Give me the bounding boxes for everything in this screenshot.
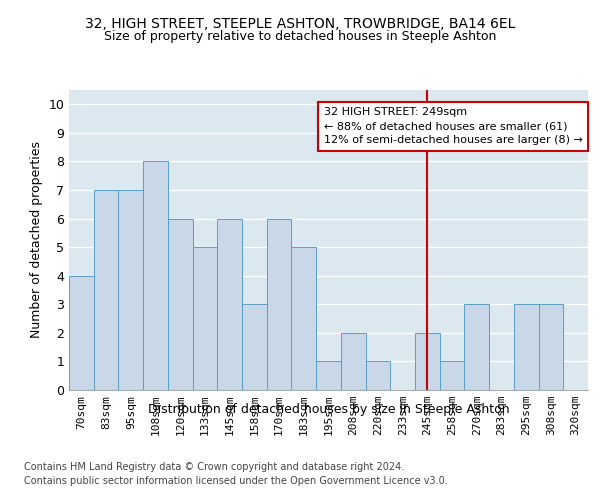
- Bar: [365, 362, 390, 390]
- Y-axis label: Number of detached properties: Number of detached properties: [30, 142, 43, 338]
- Bar: [193, 247, 217, 390]
- Bar: [242, 304, 267, 390]
- Bar: [440, 362, 464, 390]
- Bar: [143, 162, 168, 390]
- Text: Distribution of detached houses by size in Steeple Ashton: Distribution of detached houses by size …: [148, 402, 509, 415]
- Bar: [415, 333, 440, 390]
- Bar: [539, 304, 563, 390]
- Bar: [118, 190, 143, 390]
- Bar: [168, 218, 193, 390]
- Text: 32, HIGH STREET, STEEPLE ASHTON, TROWBRIDGE, BA14 6EL: 32, HIGH STREET, STEEPLE ASHTON, TROWBRI…: [85, 18, 515, 32]
- Bar: [267, 218, 292, 390]
- Text: Contains HM Land Registry data © Crown copyright and database right 2024.: Contains HM Land Registry data © Crown c…: [24, 462, 404, 472]
- Bar: [292, 247, 316, 390]
- Bar: [341, 333, 365, 390]
- Bar: [316, 362, 341, 390]
- Text: Size of property relative to detached houses in Steeple Ashton: Size of property relative to detached ho…: [104, 30, 496, 43]
- Bar: [217, 218, 242, 390]
- Bar: [69, 276, 94, 390]
- Bar: [94, 190, 118, 390]
- Bar: [514, 304, 539, 390]
- Text: 32 HIGH STREET: 249sqm
← 88% of detached houses are smaller (61)
12% of semi-det: 32 HIGH STREET: 249sqm ← 88% of detached…: [323, 107, 583, 145]
- Text: Contains public sector information licensed under the Open Government Licence v3: Contains public sector information licen…: [24, 476, 448, 486]
- Bar: [464, 304, 489, 390]
